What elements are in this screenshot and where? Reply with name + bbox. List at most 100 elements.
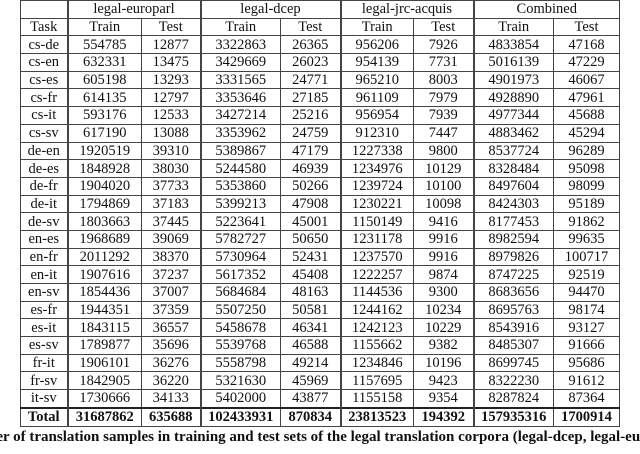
- train-cell: 23813523: [339, 406, 414, 427]
- train-cell: 554785: [66, 35, 142, 55]
- test-cell: 37733: [141, 176, 201, 196]
- train-cell: 617190: [66, 123, 142, 143]
- train-cell: 8683656: [472, 283, 554, 302]
- train-cell: 8543916: [472, 318, 554, 338]
- test-cell: 47168: [553, 35, 620, 55]
- train-cell: 1854436: [66, 283, 142, 302]
- table-row: de-en 1920519 39310 5389867 47179 1227338 9800…: [20, 141, 620, 161]
- table-row: cs-es 605198 13293 3331565 24771 965210 8003 49…: [20, 70, 620, 90]
- test-cell: 47908: [280, 194, 341, 214]
- task-cell: cs-en: [20, 53, 68, 72]
- train-cell: 5730964: [199, 247, 281, 267]
- train-cell: 8424303: [472, 194, 554, 214]
- train-cell: 4883462: [472, 123, 554, 143]
- train-cell: 5389867: [199, 141, 281, 161]
- train-cell: 1730666: [66, 389, 142, 409]
- test-cell: 9416: [413, 212, 474, 231]
- test-cell: 99635: [553, 229, 620, 249]
- corpus-statistics-table: legal-europarl legal-dcep legal-jrc-acqu…: [20, 0, 620, 427]
- train-cell: 8177453: [472, 212, 554, 231]
- test-cell: 9874: [413, 265, 474, 284]
- train-cell: 5782727: [199, 229, 281, 249]
- test-cell: 36220: [141, 371, 201, 391]
- test-cell: 95686: [553, 353, 620, 373]
- test-cell: 96289: [553, 141, 620, 161]
- task-cell: de-fr: [20, 176, 68, 196]
- test-cell: 46341: [280, 318, 341, 338]
- table-row: cs-sv 617190 13088 3353962 24759 912310 7447 48…: [20, 123, 620, 143]
- train-cell: 1944351: [66, 300, 142, 320]
- train-cell: 3331565: [199, 70, 281, 90]
- train-cell: 8982594: [472, 229, 554, 249]
- train-cell: 5244580: [199, 159, 281, 178]
- table-row: es-fr 1944351 37359 5507250 50581 1244162 1023…: [20, 300, 620, 320]
- train-cell: 5223641: [199, 212, 281, 231]
- total-row: Total 31687862 635688 102433931 870834 238135…: [20, 406, 620, 427]
- train-cell: 8695763: [472, 300, 554, 320]
- task-header: Task: [20, 17, 68, 37]
- test-cell: 9916: [413, 247, 474, 267]
- task-cell: Total: [20, 406, 68, 427]
- task-cell: fr-sv: [20, 371, 68, 391]
- task-cell: de-es: [20, 159, 68, 178]
- train-cell: 605198: [66, 70, 142, 90]
- train-cell: 8979826: [472, 247, 554, 267]
- test-cell: 87364: [553, 389, 620, 409]
- test-cell: 100717: [553, 247, 620, 267]
- test-cell: 45001: [280, 212, 341, 231]
- test-cell: 1700914: [553, 406, 620, 427]
- test-cell: 13088: [141, 123, 201, 143]
- train-cell: 5016139: [472, 53, 554, 72]
- test-cell: 24759: [280, 123, 341, 143]
- test-cell: 39069: [141, 229, 201, 249]
- table-row: fr-it 1906101 36276 5558798 49214 1234846 1019…: [20, 353, 620, 373]
- test-cell: 94470: [553, 283, 620, 302]
- test-cell: 9382: [413, 336, 474, 355]
- test-cell: 7447: [413, 123, 474, 143]
- test-cell: 92519: [553, 265, 620, 284]
- test-cell: 10234: [413, 300, 474, 320]
- train-cell: 8747225: [472, 265, 554, 284]
- table-row: cs-en 632331 13475 3429669 26023 954139 7731 50…: [20, 53, 620, 72]
- train-cell: 3353962: [199, 123, 281, 143]
- train-cell: 4977344: [472, 106, 554, 125]
- group-header: Combined: [472, 0, 620, 19]
- test-header: Test: [141, 17, 201, 37]
- test-cell: 49214: [280, 353, 341, 373]
- test-cell: 12797: [141, 88, 201, 108]
- test-cell: 50581: [280, 300, 341, 320]
- train-cell: 1848928: [66, 159, 142, 178]
- test-cell: 47179: [280, 141, 341, 161]
- task-cell: cs-de: [20, 35, 68, 55]
- table-row: it-sv 1730666 34133 5402000 43877 1155158 9354…: [20, 389, 620, 409]
- train-cell: 1794869: [66, 194, 142, 214]
- task-cell: en-sv: [20, 283, 68, 302]
- task-cell: it-sv: [20, 389, 68, 409]
- train-cell: 5321630: [199, 371, 281, 391]
- test-cell: 25216: [280, 106, 341, 125]
- test-cell: 9916: [413, 229, 474, 249]
- test-cell: 38370: [141, 247, 201, 267]
- train-cell: 4833854: [472, 35, 554, 55]
- test-cell: 26365: [280, 35, 341, 55]
- train-cell: 1907616: [66, 265, 142, 284]
- test-cell: 10196: [413, 353, 474, 373]
- test-cell: 46588: [280, 336, 341, 355]
- table-row: cs-de 554785 12877 3322863 26365 956206 7926 48…: [20, 35, 620, 55]
- train-cell: 1803663: [66, 212, 142, 231]
- test-cell: 95189: [553, 194, 620, 214]
- test-cell: 12877: [141, 35, 201, 55]
- table-row: cs-it 593176 12533 3427214 25216 956954 7939 49…: [20, 106, 620, 125]
- train-cell: 1920519: [66, 141, 142, 161]
- test-cell: 10129: [413, 159, 474, 178]
- train-cell: 1222257: [339, 265, 414, 284]
- task-cell: cs-sv: [20, 123, 68, 143]
- test-cell: 47961: [553, 88, 620, 108]
- test-cell: 7731: [413, 53, 474, 72]
- train-cell: 5617352: [199, 265, 281, 284]
- test-cell: 8003: [413, 70, 474, 90]
- test-cell: 37445: [141, 212, 201, 231]
- table-row: de-it 1794869 37183 5399213 47908 1230221 1009…: [20, 194, 620, 214]
- task-cell: en-it: [20, 265, 68, 284]
- test-cell: 13475: [141, 53, 201, 72]
